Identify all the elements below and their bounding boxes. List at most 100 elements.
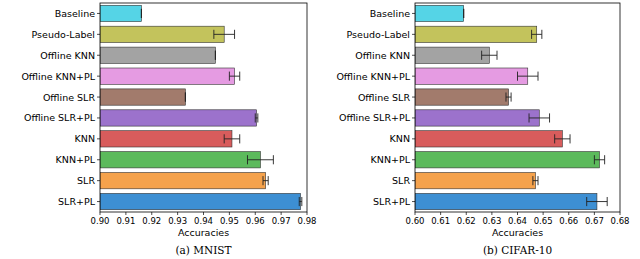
error-bar bbox=[224, 134, 240, 143]
y-tick bbox=[97, 55, 100, 56]
error-bar bbox=[229, 72, 239, 81]
x-tick bbox=[151, 212, 152, 215]
bar bbox=[415, 131, 562, 147]
x-tick bbox=[620, 212, 621, 215]
error-bar bbox=[529, 113, 550, 122]
x-tick bbox=[466, 212, 467, 215]
y-tick bbox=[412, 76, 415, 77]
x-tick-label: 0.66 bbox=[559, 216, 578, 226]
error-bar bbox=[463, 9, 464, 18]
panel: Baseline Pseudo-Label Offline KNN Offline K… bbox=[21, 3, 316, 256]
bar bbox=[415, 26, 537, 42]
error-bar bbox=[214, 30, 235, 39]
error-bar bbox=[263, 176, 268, 185]
figure: Baseline Pseudo-Label Offline KNN Offline K… bbox=[0, 0, 640, 259]
x-tick-label: 0.60 bbox=[406, 216, 425, 226]
x-tick bbox=[307, 212, 308, 215]
x-tick bbox=[440, 212, 441, 215]
error-bar bbox=[141, 9, 142, 18]
x-tick bbox=[594, 212, 595, 215]
y-tick bbox=[97, 117, 100, 118]
error-bar bbox=[506, 92, 511, 101]
category-label: Pseudo-Label bbox=[347, 29, 410, 40]
x-tick-label: 0.92 bbox=[142, 216, 161, 226]
category-label: Offline KNN+PL bbox=[336, 71, 410, 82]
y-tick bbox=[412, 159, 415, 160]
x-tick-label: 0.68 bbox=[611, 216, 630, 226]
error-bar bbox=[482, 51, 497, 60]
bar bbox=[100, 26, 224, 42]
error-bar bbox=[185, 92, 186, 101]
x-tick bbox=[100, 212, 101, 215]
category-label: SLR bbox=[392, 175, 410, 186]
x-tick bbox=[203, 212, 204, 215]
x-tick-label: 0.98 bbox=[298, 216, 317, 226]
y-tick bbox=[412, 117, 415, 118]
x-tick-label: 0.90 bbox=[91, 216, 110, 226]
error-bar bbox=[555, 134, 570, 143]
bar bbox=[100, 193, 301, 209]
x-tick-label: 0.95 bbox=[220, 216, 239, 226]
y-tick bbox=[97, 138, 100, 139]
bar bbox=[100, 68, 235, 84]
error-bar bbox=[247, 155, 273, 164]
bar bbox=[100, 131, 232, 147]
bar bbox=[100, 172, 266, 188]
category-label: KNN+PL bbox=[56, 154, 96, 165]
y-tick bbox=[97, 159, 100, 160]
category-label: Pseudo-Label bbox=[32, 29, 95, 40]
panel-caption: (b) CIFAR-10 bbox=[483, 244, 552, 256]
panel: BaselinePseudo-LabelOffline KNNOffline K… bbox=[336, 3, 629, 256]
x-tick bbox=[491, 212, 492, 215]
y-tick bbox=[412, 34, 415, 35]
category-label: Offline KNN bbox=[355, 50, 410, 61]
error-bar bbox=[532, 30, 542, 39]
bar bbox=[415, 193, 597, 209]
y-tick bbox=[97, 34, 100, 35]
bar bbox=[100, 110, 257, 126]
error-bar bbox=[215, 51, 216, 60]
x-tick-label: 0.62 bbox=[457, 216, 476, 226]
error-bar bbox=[533, 176, 538, 185]
x-tick-label: 0.64 bbox=[508, 216, 527, 226]
error-bar bbox=[255, 113, 258, 122]
panel-caption: (a) MNIST bbox=[175, 244, 231, 256]
bar bbox=[415, 5, 464, 21]
x-tick bbox=[255, 212, 256, 215]
x-tick-label: 0.96 bbox=[246, 216, 265, 226]
marks bbox=[100, 5, 302, 209]
plot-frame bbox=[415, 3, 620, 212]
x-axis-label: Accuracies bbox=[492, 227, 543, 238]
bar bbox=[415, 152, 600, 168]
category-label: Offline KNN+PL bbox=[21, 71, 95, 82]
x-tick bbox=[281, 212, 282, 215]
x-tick bbox=[177, 212, 178, 215]
y-tick bbox=[412, 180, 415, 181]
error-bar bbox=[299, 197, 302, 206]
x-tick-label: 0.91 bbox=[116, 216, 135, 226]
bar bbox=[100, 152, 260, 168]
category-label: Baseline bbox=[55, 8, 95, 19]
y-tick bbox=[412, 138, 415, 139]
y-tick bbox=[97, 201, 100, 202]
x-tick bbox=[517, 212, 518, 215]
bar bbox=[415, 172, 535, 188]
category-label: SLR bbox=[77, 175, 95, 186]
x-tick-label: 0.63 bbox=[482, 216, 501, 226]
plot-frame bbox=[100, 3, 307, 212]
x-tick-label: 0.61 bbox=[431, 216, 450, 226]
y-tick bbox=[412, 201, 415, 202]
error-bar bbox=[518, 72, 539, 81]
category-label: Offline SLR bbox=[43, 92, 96, 103]
y-tick bbox=[97, 13, 100, 14]
category-label: Offline KNN bbox=[40, 50, 95, 61]
category-label: Offline SLR+PL bbox=[24, 112, 96, 123]
category-label: KNN+PL bbox=[371, 154, 411, 165]
y-tick bbox=[412, 13, 415, 14]
x-tick bbox=[229, 212, 230, 215]
bar bbox=[415, 47, 489, 63]
category-label: Offline SLR bbox=[358, 92, 411, 103]
y-tick bbox=[97, 180, 100, 181]
x-tick-label: 0.93 bbox=[168, 216, 187, 226]
bar bbox=[415, 110, 539, 126]
